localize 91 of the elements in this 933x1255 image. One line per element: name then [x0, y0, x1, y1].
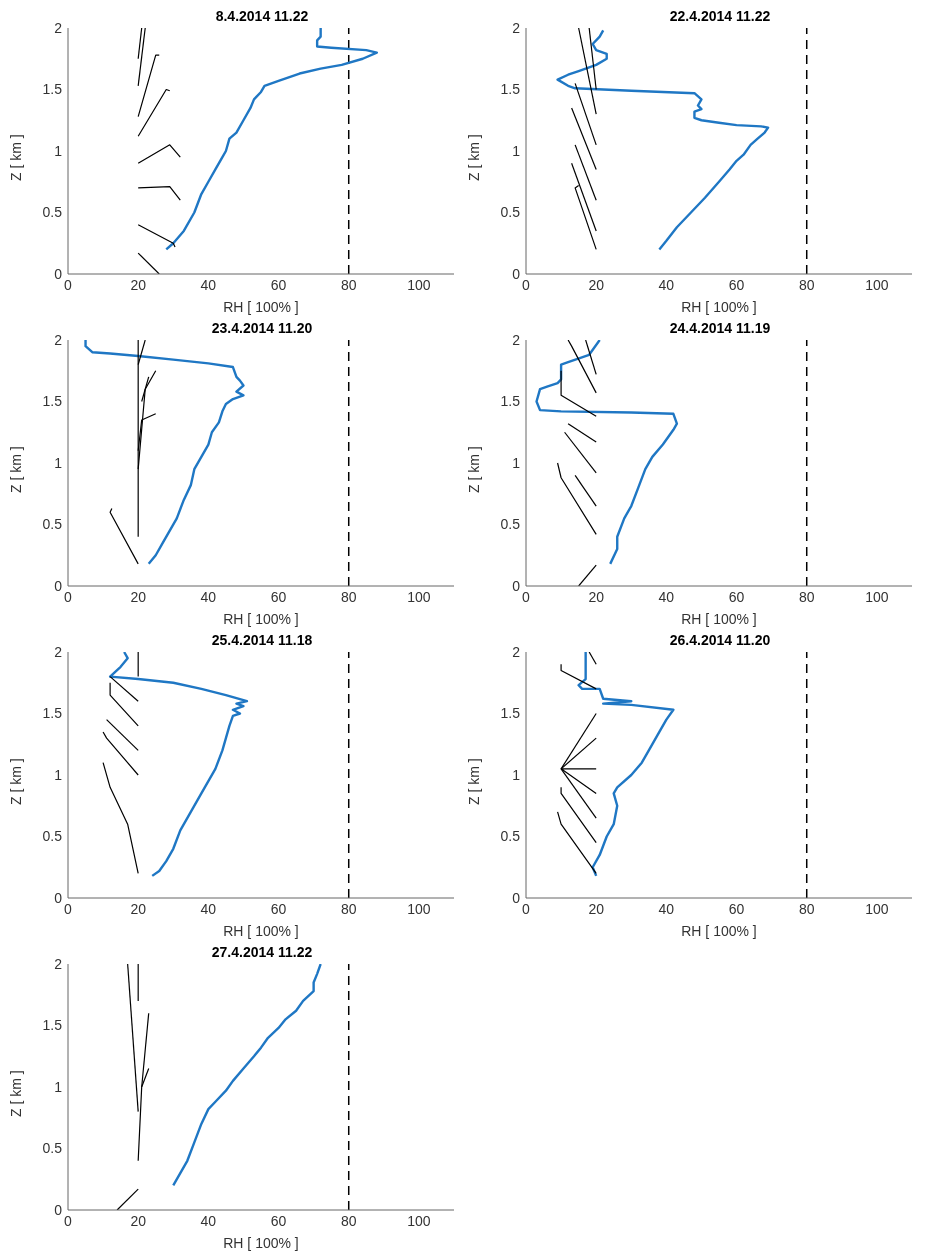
x-tick-label: 80	[798, 276, 815, 293]
x-tick-label: 60	[728, 588, 745, 605]
x-axis-title: RH [ 100% ]	[681, 611, 757, 627]
y-tick-label: 1.5	[42, 705, 63, 722]
chart-title: 23.4.2014 11.20	[210, 320, 314, 336]
x-tick-label: 100	[407, 588, 431, 605]
y-tick-label: 0	[54, 577, 63, 594]
y-tick-label: 1	[512, 766, 521, 783]
y-tick-label: 1	[512, 142, 521, 159]
y-tick-label: 1.5	[500, 705, 521, 722]
y-axis-title: Z [ km ]	[465, 134, 482, 181]
y-axis-title: Z [ km ]	[7, 446, 24, 493]
y-tick-label: 2	[54, 331, 63, 348]
y-tick-label: 0	[512, 265, 521, 282]
y-tick-label: 0.5	[42, 204, 63, 221]
x-tick-label: 20	[588, 588, 605, 605]
y-tick-label: 0	[54, 1201, 63, 1218]
y-axis-title: Z [ km ]	[465, 446, 482, 493]
chart-title: 25.4.2014 11.18	[210, 632, 314, 648]
x-tick-label: 80	[340, 900, 357, 917]
x-axis-title: RH [ 100% ]	[223, 1235, 299, 1251]
x-tick-label: 60	[270, 276, 287, 293]
y-tick-label: 1	[54, 454, 63, 471]
y-tick-label: 1	[54, 1078, 63, 1095]
x-tick-label: 60	[270, 588, 287, 605]
x-axis-title: RH [ 100% ]	[223, 923, 299, 939]
y-tick-label: 1	[54, 766, 63, 783]
y-tick-label: 0.5	[500, 516, 521, 533]
x-tick-label: 100	[407, 1212, 431, 1229]
chart-title: 22.4.2014 11.22	[668, 8, 772, 24]
x-tick-label: 20	[588, 900, 605, 917]
x-tick-label: 40	[200, 900, 217, 917]
x-axis-title: RH [ 100% ]	[681, 299, 757, 315]
x-tick-label: 80	[798, 900, 815, 917]
y-tick-label: 1.5	[500, 81, 521, 98]
x-tick-label: 60	[270, 1212, 287, 1229]
x-tick-label: 100	[407, 900, 431, 917]
y-tick-label: 1.5	[42, 81, 63, 98]
y-tick-label: 2	[54, 19, 63, 36]
y-tick-label: 1.5	[500, 393, 521, 410]
x-tick-label: 100	[407, 276, 431, 293]
y-tick-label: 0.5	[500, 204, 521, 221]
x-tick-label: 60	[728, 900, 745, 917]
x-tick-label: 20	[130, 1212, 147, 1229]
x-tick-label: 100	[865, 276, 889, 293]
chart-title: 26.4.2014 11.20	[668, 632, 772, 648]
y-tick-label: 0.5	[42, 828, 63, 845]
x-tick-label: 40	[200, 276, 217, 293]
x-tick-label: 100	[865, 900, 889, 917]
y-tick-label: 0.5	[42, 1140, 63, 1157]
y-axis-title: Z [ km ]	[465, 758, 482, 805]
x-tick-label: 40	[200, 588, 217, 605]
x-tick-label: 60	[270, 900, 287, 917]
x-axis-title: RH [ 100% ]	[681, 923, 757, 939]
y-tick-label: 2	[512, 331, 521, 348]
y-tick-label: 2	[512, 643, 521, 660]
x-tick-label: 80	[340, 1212, 357, 1229]
y-tick-label: 0.5	[500, 828, 521, 845]
y-tick-label: 1.5	[42, 393, 63, 410]
x-tick-label: 40	[200, 1212, 217, 1229]
y-tick-label: 0	[512, 577, 521, 594]
chart-title: 8.4.2014 11.22	[214, 8, 310, 24]
y-tick-label: 1	[54, 142, 63, 159]
x-tick-label: 20	[130, 588, 147, 605]
y-tick-label: 0	[54, 265, 63, 282]
x-tick-label: 20	[130, 900, 147, 917]
y-axis-title: Z [ km ]	[7, 1070, 24, 1117]
x-tick-label: 20	[130, 276, 147, 293]
y-tick-label: 2	[512, 19, 521, 36]
x-tick-label: 80	[340, 588, 357, 605]
y-tick-label: 1	[512, 454, 521, 471]
x-tick-label: 60	[728, 276, 745, 293]
x-tick-label: 80	[798, 588, 815, 605]
y-axis-title: Z [ km ]	[7, 134, 24, 181]
y-tick-label: 0.5	[42, 516, 63, 533]
x-axis-title: RH [ 100% ]	[223, 611, 299, 627]
y-tick-label: 2	[54, 643, 63, 660]
x-tick-label: 20	[588, 276, 605, 293]
x-tick-label: 40	[658, 588, 675, 605]
x-tick-label: 40	[658, 900, 675, 917]
y-tick-label: 2	[54, 955, 63, 972]
x-tick-label: 100	[865, 588, 889, 605]
y-tick-label: 1.5	[42, 1017, 63, 1034]
y-axis-title: Z [ km ]	[7, 758, 24, 805]
chart-title: 27.4.2014 11.22	[210, 944, 314, 960]
y-tick-label: 0	[512, 889, 521, 906]
y-tick-label: 0	[54, 889, 63, 906]
chart-title: 24.4.2014 11.19	[668, 320, 772, 336]
x-axis-title: RH [ 100% ]	[223, 299, 299, 315]
x-tick-label: 40	[658, 276, 675, 293]
x-tick-label: 80	[340, 276, 357, 293]
